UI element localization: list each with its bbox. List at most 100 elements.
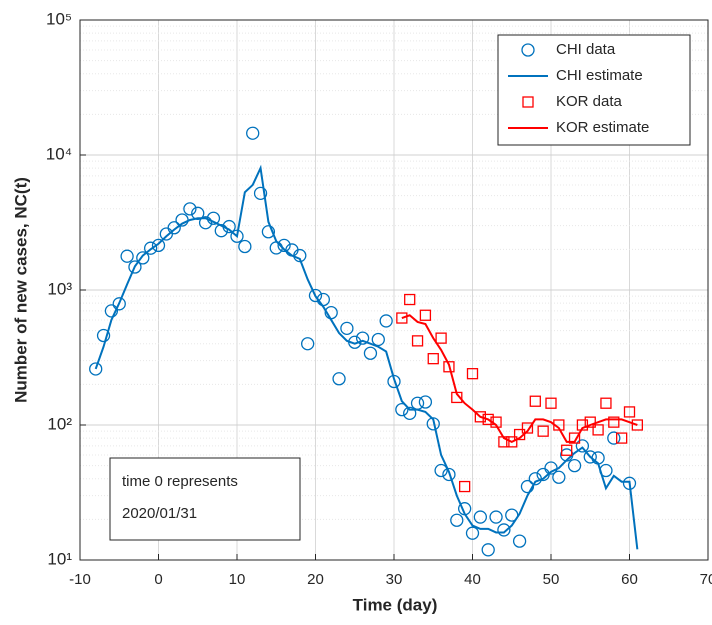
annotation: 2020/01/31 (122, 505, 197, 522)
marker (332, 372, 346, 386)
marker (442, 467, 456, 482)
marker (481, 543, 495, 557)
marker (403, 406, 417, 420)
marker (567, 458, 582, 473)
marker (379, 314, 393, 328)
y-tick-label: 10⁵ (46, 9, 72, 28)
marker (474, 411, 487, 423)
x-tick-label: 50 (543, 571, 560, 588)
line (401, 314, 638, 443)
marker (552, 470, 566, 484)
marker (473, 510, 488, 524)
marker (230, 229, 244, 243)
marker (608, 416, 620, 428)
marker (136, 251, 150, 265)
marker (575, 439, 590, 453)
marker (465, 526, 480, 540)
marker (623, 406, 636, 418)
marker (561, 444, 573, 456)
y-tick-label: 10⁴ (46, 144, 72, 163)
marker (238, 239, 252, 254)
legend-label: KOR estimate (556, 119, 649, 136)
marker (167, 221, 181, 235)
marker (489, 510, 503, 524)
marker (183, 202, 197, 216)
marker (308, 288, 323, 303)
y-tick-label: 10¹ (47, 549, 72, 568)
marker (253, 186, 268, 200)
marker (198, 216, 213, 230)
marker (277, 238, 291, 253)
marker (607, 431, 621, 445)
x-tick-label: 0 (154, 571, 162, 588)
marker (404, 293, 416, 306)
marker (300, 337, 315, 351)
legend-swatch (521, 43, 535, 57)
x-tick-label: 60 (621, 571, 638, 588)
marker (568, 432, 581, 444)
marker (434, 463, 448, 478)
marker (427, 353, 439, 365)
annotation: time 0 represents (122, 473, 238, 490)
legend-label: CHI data (556, 41, 616, 58)
marker (616, 432, 628, 444)
x-tick-label: -10 (69, 571, 91, 588)
marker (143, 241, 158, 255)
x-tick-label: 70 (700, 571, 712, 588)
marker (151, 238, 166, 253)
marker (482, 413, 494, 426)
marker (96, 328, 111, 343)
marker (191, 206, 205, 220)
marker (104, 304, 119, 318)
marker (435, 332, 447, 344)
marks (89, 126, 643, 557)
marker (411, 335, 424, 347)
y-axis-label: Number of new cases, NC(t) (11, 177, 30, 403)
marker (583, 450, 597, 464)
marker (89, 362, 103, 376)
x-tick-label: 20 (307, 571, 324, 588)
axes-box (79, 19, 709, 561)
marker (506, 436, 518, 448)
marker (600, 397, 612, 409)
x-tick-label: 10 (229, 571, 246, 588)
x-tick-label: 30 (386, 571, 403, 588)
marker (450, 513, 464, 527)
legend-entries: CHI data CHI estimate KOR data KOR estimate (508, 41, 649, 136)
marker (340, 321, 354, 335)
marker (112, 297, 126, 311)
marker (497, 523, 511, 537)
marker (396, 312, 408, 324)
marker (537, 425, 549, 437)
y-tick-label: 10² (47, 414, 72, 433)
y-tick-label: 10³ (47, 279, 72, 298)
marker (443, 361, 455, 373)
annotation-box (109, 457, 301, 541)
marker (466, 368, 479, 380)
marker (363, 346, 378, 360)
marker (426, 417, 440, 431)
marker (592, 424, 604, 436)
marker (261, 225, 276, 239)
marker (521, 422, 534, 434)
marker (355, 331, 370, 345)
marker (545, 397, 557, 409)
marker (128, 260, 142, 274)
marker (529, 395, 541, 407)
line (94, 164, 639, 550)
legend-swatch (522, 96, 534, 108)
legend-label: KOR data (556, 93, 623, 110)
marker (371, 332, 385, 347)
marker (419, 309, 432, 321)
marker (458, 480, 471, 493)
legend (497, 34, 691, 146)
legend-label: CHI estimate (556, 67, 643, 84)
marker (120, 249, 134, 263)
marker (395, 402, 409, 417)
marker (512, 534, 527, 548)
marker (631, 419, 643, 431)
marker (246, 126, 260, 140)
x-axis-label: Time (day) (353, 595, 438, 614)
